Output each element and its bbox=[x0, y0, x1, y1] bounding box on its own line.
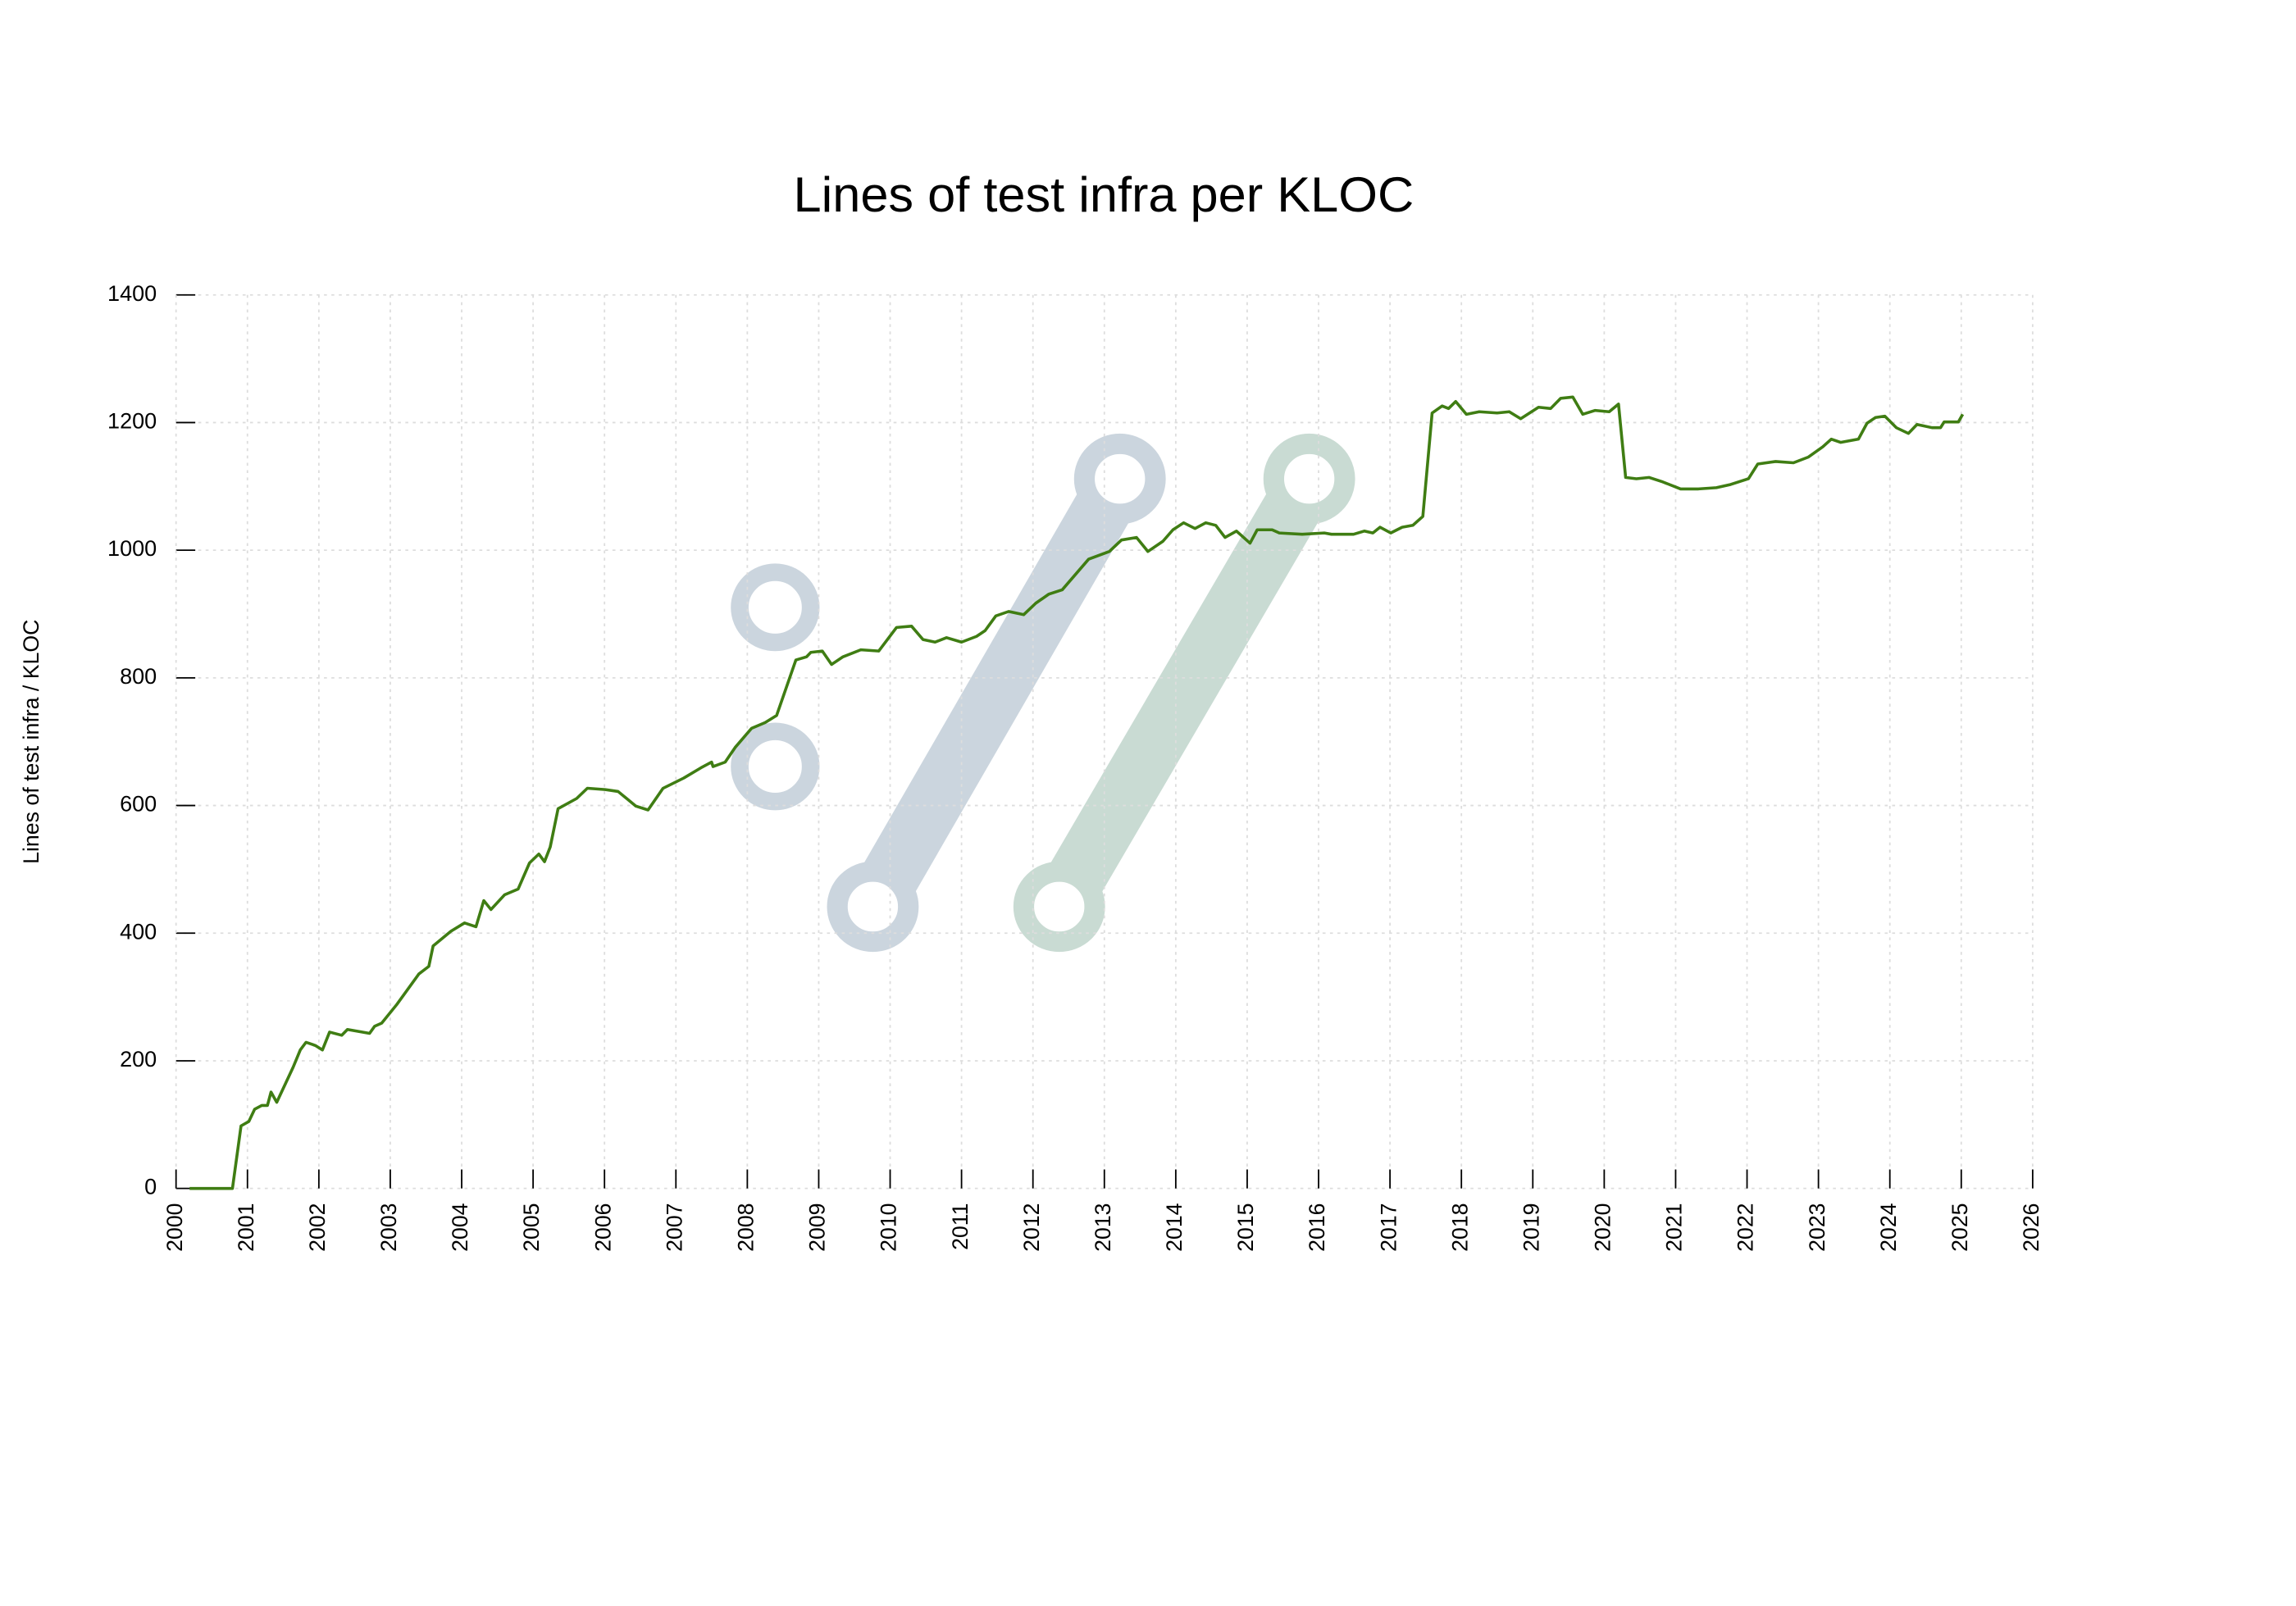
x-tick-label: 2012 bbox=[1019, 1203, 1044, 1251]
x-tick-label: 2000 bbox=[162, 1203, 187, 1251]
x-tick-label: 2008 bbox=[733, 1203, 758, 1251]
x-tick-label: 2016 bbox=[1305, 1203, 1329, 1251]
x-tick-label: 2018 bbox=[1447, 1203, 1472, 1251]
y-axis-label: Lines of test infra / KLOC bbox=[19, 620, 43, 864]
chart-title: Lines of test infra per KLOC bbox=[793, 167, 1414, 223]
x-tick-label: 2006 bbox=[590, 1203, 615, 1251]
x-tick-label: 2026 bbox=[2019, 1203, 2043, 1251]
x-tick-label: 2003 bbox=[376, 1203, 401, 1251]
x-tick-label: 2017 bbox=[1376, 1203, 1401, 1251]
x-tick-label: 2009 bbox=[804, 1203, 829, 1251]
x-tick-label: 2002 bbox=[305, 1203, 330, 1251]
x-tick-label: 2010 bbox=[877, 1203, 901, 1251]
x-tick-label: 2014 bbox=[1162, 1203, 1187, 1251]
x-tick-label: 2022 bbox=[1733, 1203, 1758, 1251]
x-tick-label: 2001 bbox=[234, 1203, 258, 1251]
x-tick-label: 2013 bbox=[1091, 1203, 1115, 1251]
y-tick-label: 1000 bbox=[107, 536, 157, 561]
data-line bbox=[189, 395, 1965, 1190]
x-tick-label: 2019 bbox=[1519, 1203, 1543, 1251]
x-tick-label: 2007 bbox=[662, 1203, 686, 1251]
y-tick-label: 400 bbox=[120, 919, 157, 944]
y-tick-label: 1400 bbox=[107, 281, 157, 306]
x-tick-label: 2021 bbox=[1661, 1203, 1686, 1251]
y-tick-label: 600 bbox=[120, 792, 157, 817]
y-tick-label: 200 bbox=[120, 1047, 157, 1071]
x-tick-label: 2020 bbox=[1590, 1203, 1615, 1251]
x-tick-label: 2025 bbox=[1947, 1203, 1972, 1251]
x-tick-label: 2024 bbox=[1876, 1203, 1901, 1251]
y-tick-label: 800 bbox=[120, 664, 157, 689]
x-tick-label: 2011 bbox=[948, 1203, 973, 1249]
x-tick-label: 2004 bbox=[448, 1203, 472, 1251]
watermark-logo bbox=[731, 433, 1355, 953]
x-tick-label: 2005 bbox=[519, 1203, 544, 1251]
y-tick-label: 0 bbox=[144, 1175, 157, 1199]
x-tick-label: 2023 bbox=[1805, 1203, 1829, 1251]
x-tick-label: 2015 bbox=[1233, 1203, 1258, 1251]
y-tick-label: 1200 bbox=[107, 409, 157, 434]
